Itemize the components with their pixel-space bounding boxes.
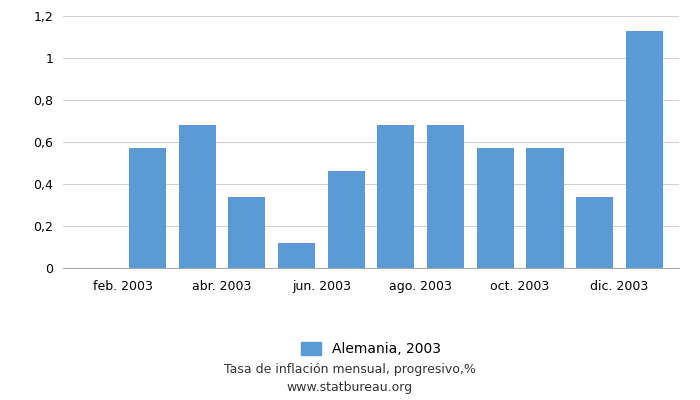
Bar xyxy=(228,196,265,268)
Bar xyxy=(178,125,216,268)
Bar xyxy=(576,196,613,268)
Legend: Alemania, 2003: Alemania, 2003 xyxy=(295,337,447,362)
Bar xyxy=(328,171,365,268)
Bar xyxy=(377,125,414,268)
Bar xyxy=(477,148,514,268)
Bar xyxy=(129,148,166,268)
Text: www.statbureau.org: www.statbureau.org xyxy=(287,382,413,394)
Bar xyxy=(278,243,315,268)
Text: Tasa de inflación mensual, progresivo,%: Tasa de inflación mensual, progresivo,% xyxy=(224,364,476,376)
Bar xyxy=(526,148,564,268)
Bar xyxy=(626,31,663,268)
Bar xyxy=(427,125,464,268)
